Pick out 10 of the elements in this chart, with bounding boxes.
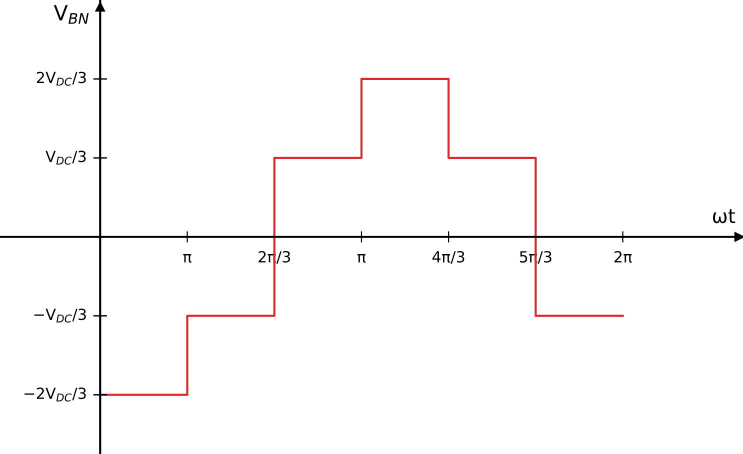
x-tick-label: π — [183, 254, 192, 263]
y-axis-title: V$_{BN}$ — [54, 5, 89, 24]
annotation: 2V$_{DC}$/3 — [36, 72, 86, 86]
x-tick-label: π — [357, 254, 366, 263]
annotation: −2V$_{DC}$/3 — [24, 388, 86, 402]
annotation: −V$_{DC}$/3 — [34, 308, 86, 323]
x-axis-title: ωt — [712, 209, 736, 224]
x-tick-label: 2π — [614, 251, 632, 263]
x-tick-label: 4π/3 — [432, 251, 464, 264]
annotation: V$_{DC}$/3 — [46, 150, 86, 165]
